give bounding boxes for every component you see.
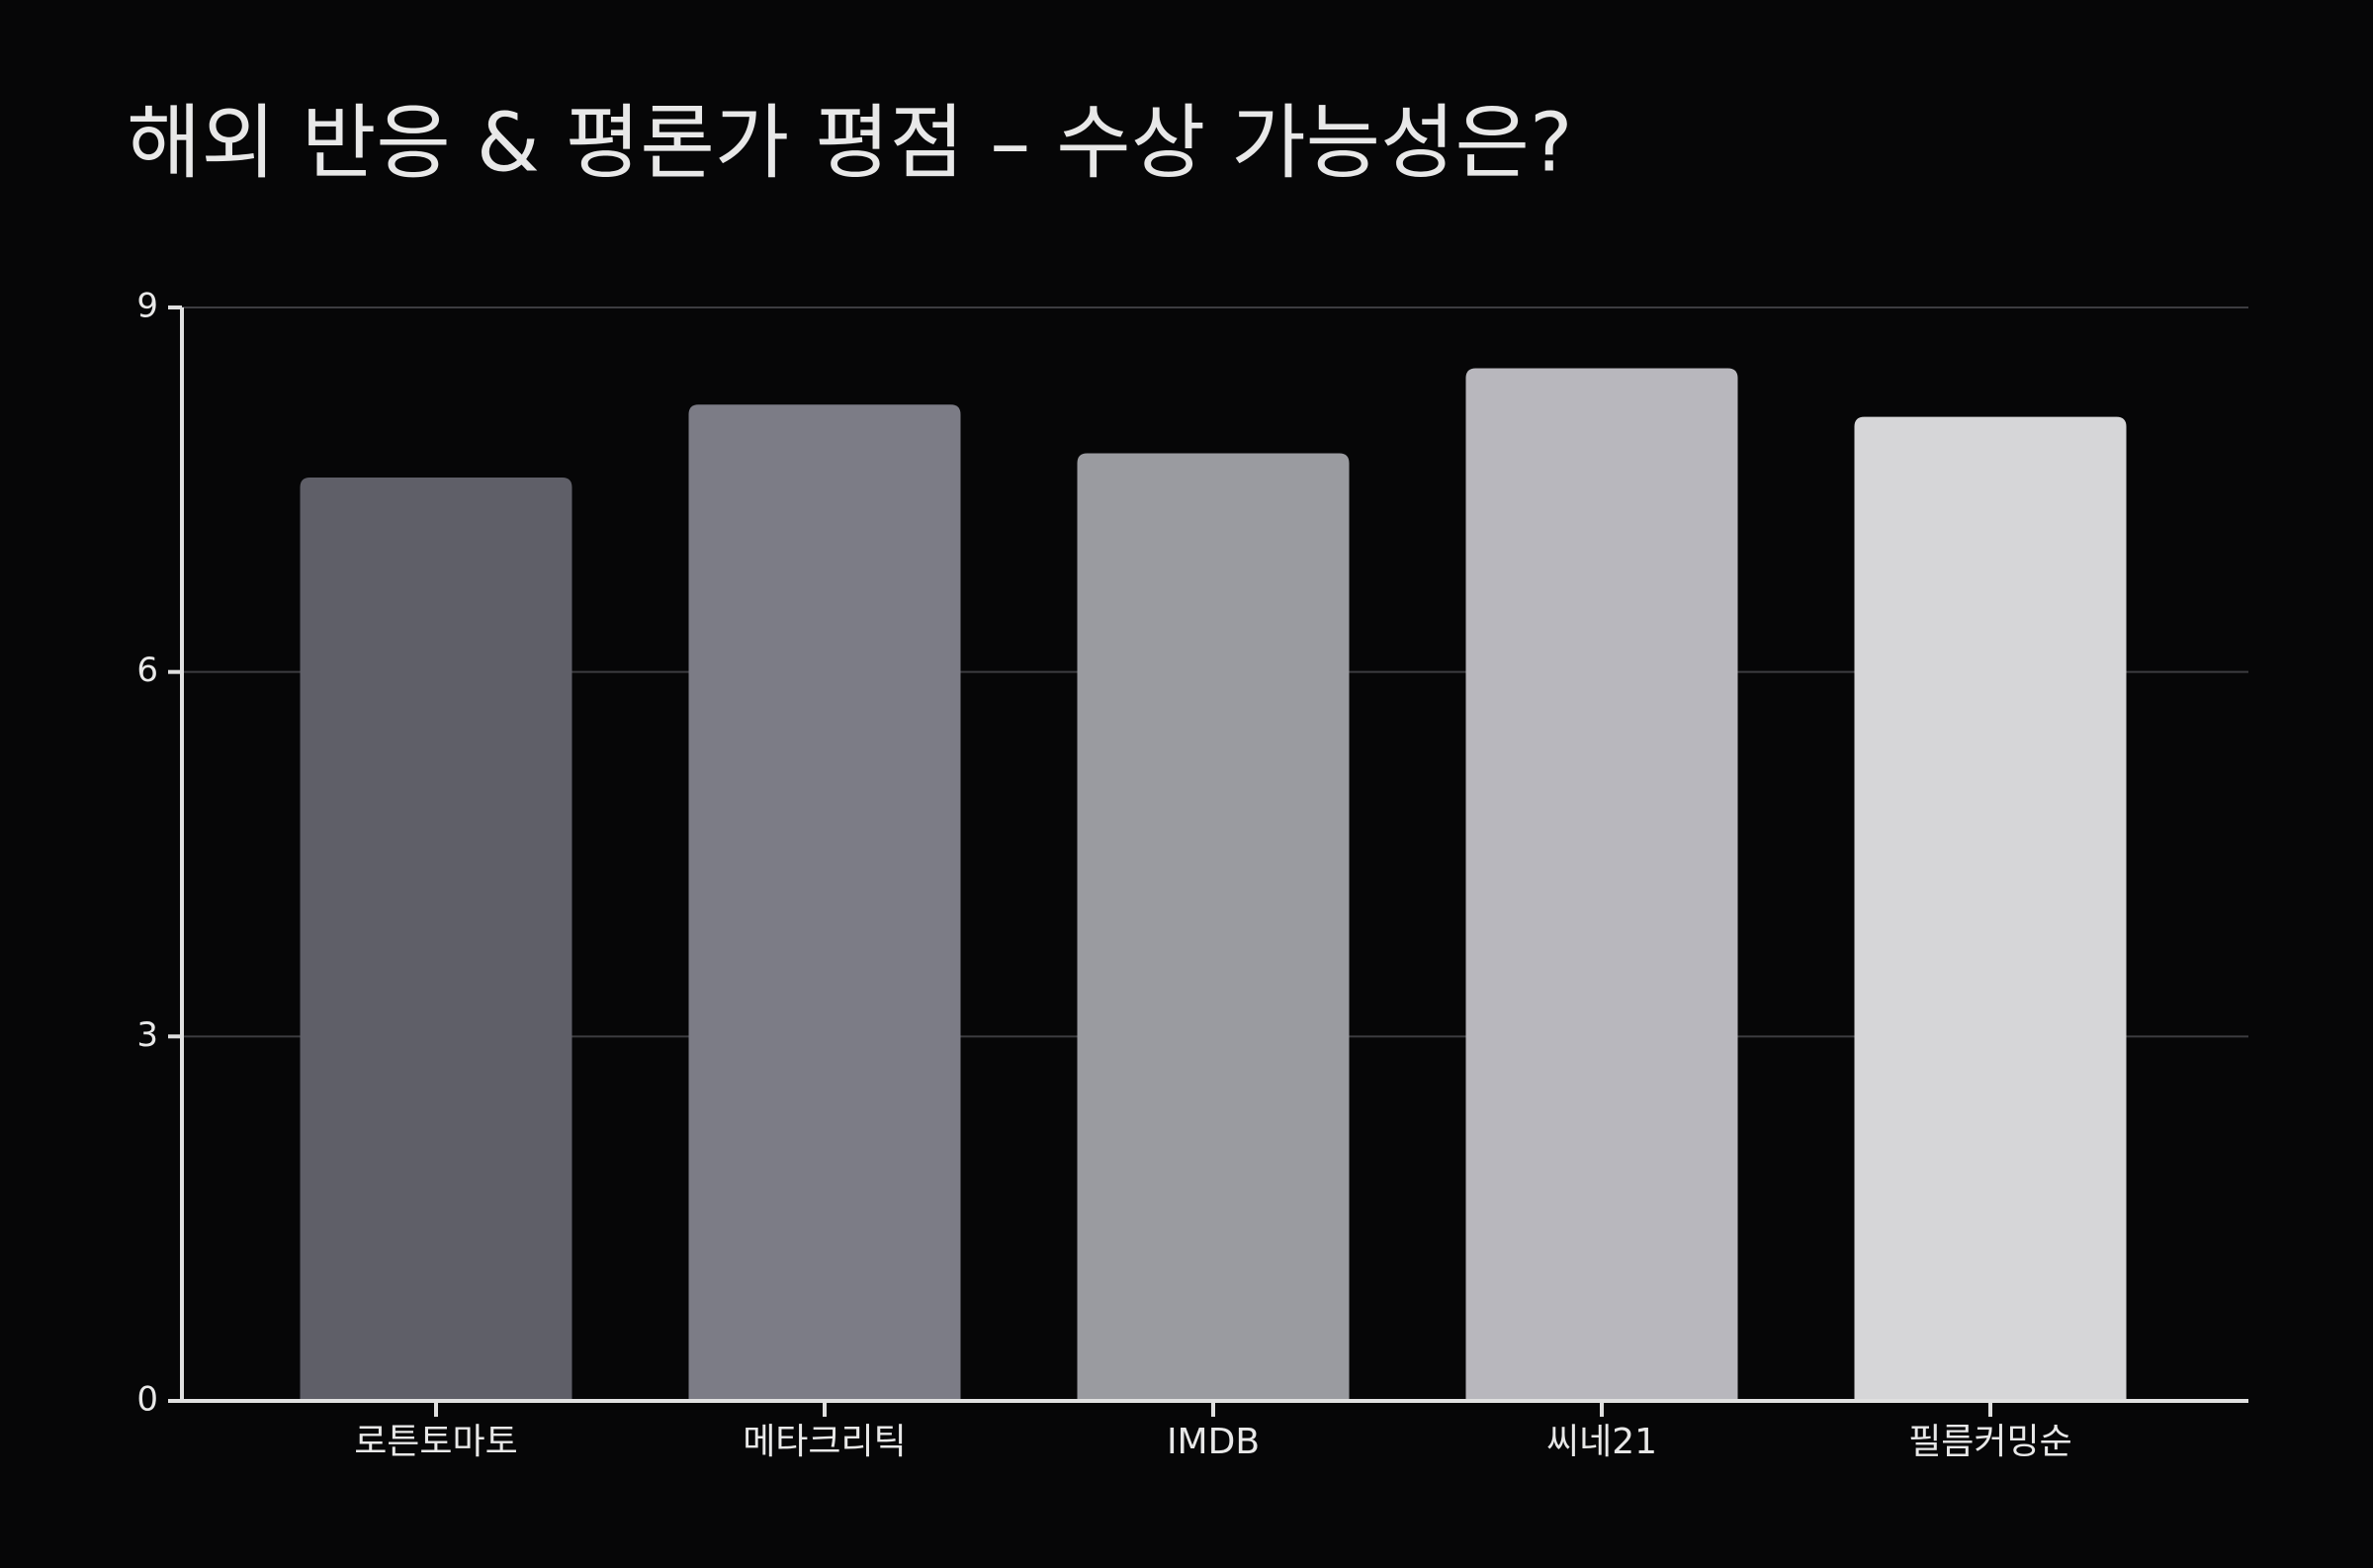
y-tick-label: 0: [136, 1380, 158, 1420]
y-tick-label: 9: [136, 287, 158, 326]
x-tick-label: 로튼토마토: [354, 1422, 518, 1462]
y-tick-label: 6: [136, 651, 158, 690]
bar: [1077, 453, 1350, 1401]
chart-title: 해외 반응 & 평론가 평점 – 수상 가능성은?: [127, 96, 1573, 190]
y-tick-label: 3: [136, 1015, 158, 1055]
bar: [1854, 416, 2127, 1402]
x-tick-label: IMDB: [1167, 1422, 1260, 1462]
x-tick-label: 메타크리틱: [743, 1422, 907, 1462]
bar: [1465, 368, 1738, 1401]
bar: [300, 478, 572, 1401]
x-tick-label: 씨네21: [1546, 1422, 1657, 1462]
x-tick-label: 필름커밍순: [1908, 1422, 2072, 1462]
bar: [688, 404, 961, 1401]
